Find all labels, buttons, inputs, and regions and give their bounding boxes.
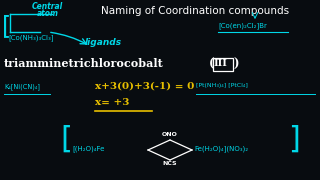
Text: Central: Central (32, 2, 63, 11)
Text: NCS: NCS (163, 161, 177, 166)
Text: atom: atom (37, 9, 59, 18)
Text: [Pt(NH₃)₄] [PtCl₄]: [Pt(NH₃)₄] [PtCl₄] (196, 83, 248, 88)
Text: [: [ (60, 125, 72, 154)
Text: III: III (214, 59, 228, 68)
Text: [: [ (2, 14, 11, 38)
Text: [Co(en)₂Cl₂]Br: [Co(en)₂Cl₂]Br (218, 22, 267, 29)
Text: K₄[Ni(CN)₄]: K₄[Ni(CN)₄] (4, 83, 40, 90)
FancyBboxPatch shape (213, 58, 233, 71)
Text: x= +3: x= +3 (95, 98, 129, 107)
Text: Fe(H₂O)₄](NO₃)₂: Fe(H₂O)₄](NO₃)₂ (194, 145, 248, 152)
Text: Naming of Coordination compounds: Naming of Coordination compounds (101, 6, 289, 16)
Text: triamminetrichlorocobalt: triamminetrichlorocobalt (4, 58, 164, 69)
Text: [(H₂O)₄Fe: [(H₂O)₄Fe (72, 145, 104, 152)
Text: ): ) (233, 58, 238, 71)
Text: x+3(0)+3(-1) = 0: x+3(0)+3(-1) = 0 (95, 82, 194, 91)
Text: ligands: ligands (85, 38, 122, 47)
Text: [Co(NH₃)₃Cl₃]: [Co(NH₃)₃Cl₃] (8, 34, 53, 41)
Text: ]: ] (288, 125, 300, 154)
Text: ONO: ONO (162, 132, 178, 137)
Text: (: ( (209, 58, 214, 71)
